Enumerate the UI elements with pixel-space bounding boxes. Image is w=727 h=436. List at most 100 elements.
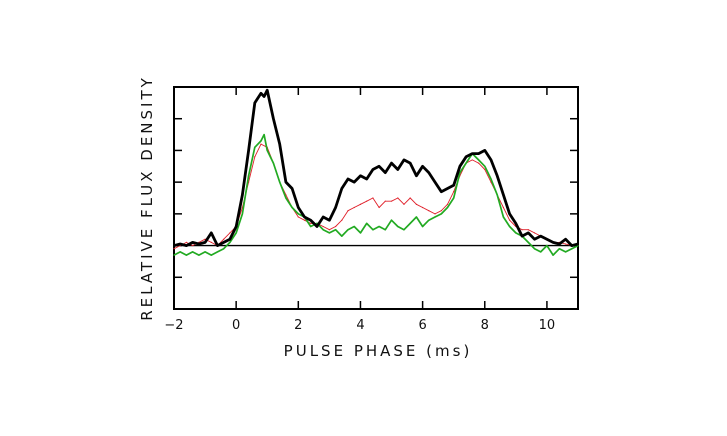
data-point: [359, 175, 362, 177]
x-tick-label: 6: [418, 318, 426, 333]
data-point: [260, 92, 262, 94]
data-point: [192, 244, 194, 247]
data-point: [509, 225, 511, 228]
data-point: [216, 251, 219, 253]
data-point: [477, 153, 480, 155]
x-axis-title: PULSE PHASE (ms): [284, 342, 473, 360]
data-point: [484, 149, 486, 152]
data-point: [384, 200, 386, 202]
data-point: [446, 187, 449, 190]
data-point: [335, 225, 337, 228]
data-point: [247, 149, 250, 152]
data-point: [509, 213, 511, 215]
data-point: [384, 172, 386, 174]
data-point: [359, 232, 362, 234]
x-tick-label: −2: [164, 318, 183, 333]
data-point: [446, 206, 449, 209]
data-point: [577, 243, 579, 245]
data-point: [564, 243, 567, 245]
data-point: [415, 216, 417, 218]
data-point: [247, 175, 250, 177]
data-point: [403, 159, 405, 161]
data-point: [372, 229, 374, 231]
data-point: [204, 251, 206, 253]
data-point: [372, 197, 374, 199]
data-point: [272, 118, 275, 120]
data-point: [303, 216, 306, 218]
data-point: [546, 238, 548, 240]
data-point: [378, 225, 380, 228]
data-point: [291, 187, 293, 190]
data-point: [254, 156, 256, 158]
data-point: [496, 194, 498, 196]
data-point: [353, 181, 355, 183]
data-point: [477, 162, 480, 164]
series-lines: [173, 88, 579, 256]
data-point: [297, 213, 299, 215]
data-point: [527, 241, 529, 243]
data-point: [235, 225, 237, 228]
data-point: [459, 172, 461, 174]
data-point: [428, 219, 430, 221]
data-point: [179, 251, 181, 253]
data-point: [546, 244, 548, 247]
data-point: [335, 229, 337, 231]
data-point: [372, 168, 374, 171]
data-point: [521, 235, 523, 237]
data-point: [471, 153, 473, 155]
y-axis-ticks: [174, 86, 578, 310]
data-point: [533, 248, 536, 250]
data-point: [254, 146, 256, 148]
data-point: [263, 95, 265, 98]
data-point: [434, 216, 436, 218]
data-point: [285, 181, 287, 183]
data-point: [241, 194, 243, 196]
data-point: [185, 241, 188, 243]
data-point: [291, 206, 293, 209]
plot-frame: [173, 86, 579, 310]
data-point: [409, 222, 411, 224]
data-point: [440, 191, 442, 193]
data-point: [477, 159, 480, 161]
data-point: [533, 238, 536, 240]
data-point: [409, 162, 411, 164]
data-point: [204, 241, 206, 243]
x-axis-tick-labels: −2 0 2 4 6 8 10: [164, 318, 555, 333]
data-point: [241, 213, 243, 215]
data-point: [440, 210, 442, 212]
series-line: [173, 133, 579, 256]
data-point: [434, 213, 436, 215]
data-point: [353, 225, 355, 228]
data-point: [422, 165, 424, 167]
data-point: [515, 222, 517, 224]
data-point: [260, 143, 262, 145]
data-point: [434, 181, 436, 183]
data-point: [272, 162, 275, 164]
data-point: [297, 206, 299, 209]
data-point: [502, 216, 505, 218]
data-point: [428, 210, 430, 212]
data-point: [490, 159, 492, 161]
data-point: [359, 203, 362, 205]
data-point: [223, 248, 225, 250]
x-tick-label: 8: [481, 318, 489, 333]
data-point: [403, 203, 405, 205]
data-point: [515, 232, 517, 234]
data-point: [558, 243, 560, 245]
data-point: [415, 175, 417, 177]
data-point: [322, 216, 324, 218]
data-point: [210, 232, 212, 234]
data-point: [440, 213, 442, 215]
data-point: [484, 165, 486, 167]
data-point: [484, 168, 486, 171]
data-point: [173, 248, 175, 250]
data-point: [185, 244, 188, 247]
data-point: [428, 172, 430, 174]
data-point: [229, 238, 231, 240]
data-point: [453, 191, 455, 193]
data-point: [390, 162, 393, 164]
data-point: [185, 254, 188, 256]
data-point: [303, 219, 306, 221]
data-point: [322, 225, 324, 228]
data-point: [235, 232, 237, 234]
